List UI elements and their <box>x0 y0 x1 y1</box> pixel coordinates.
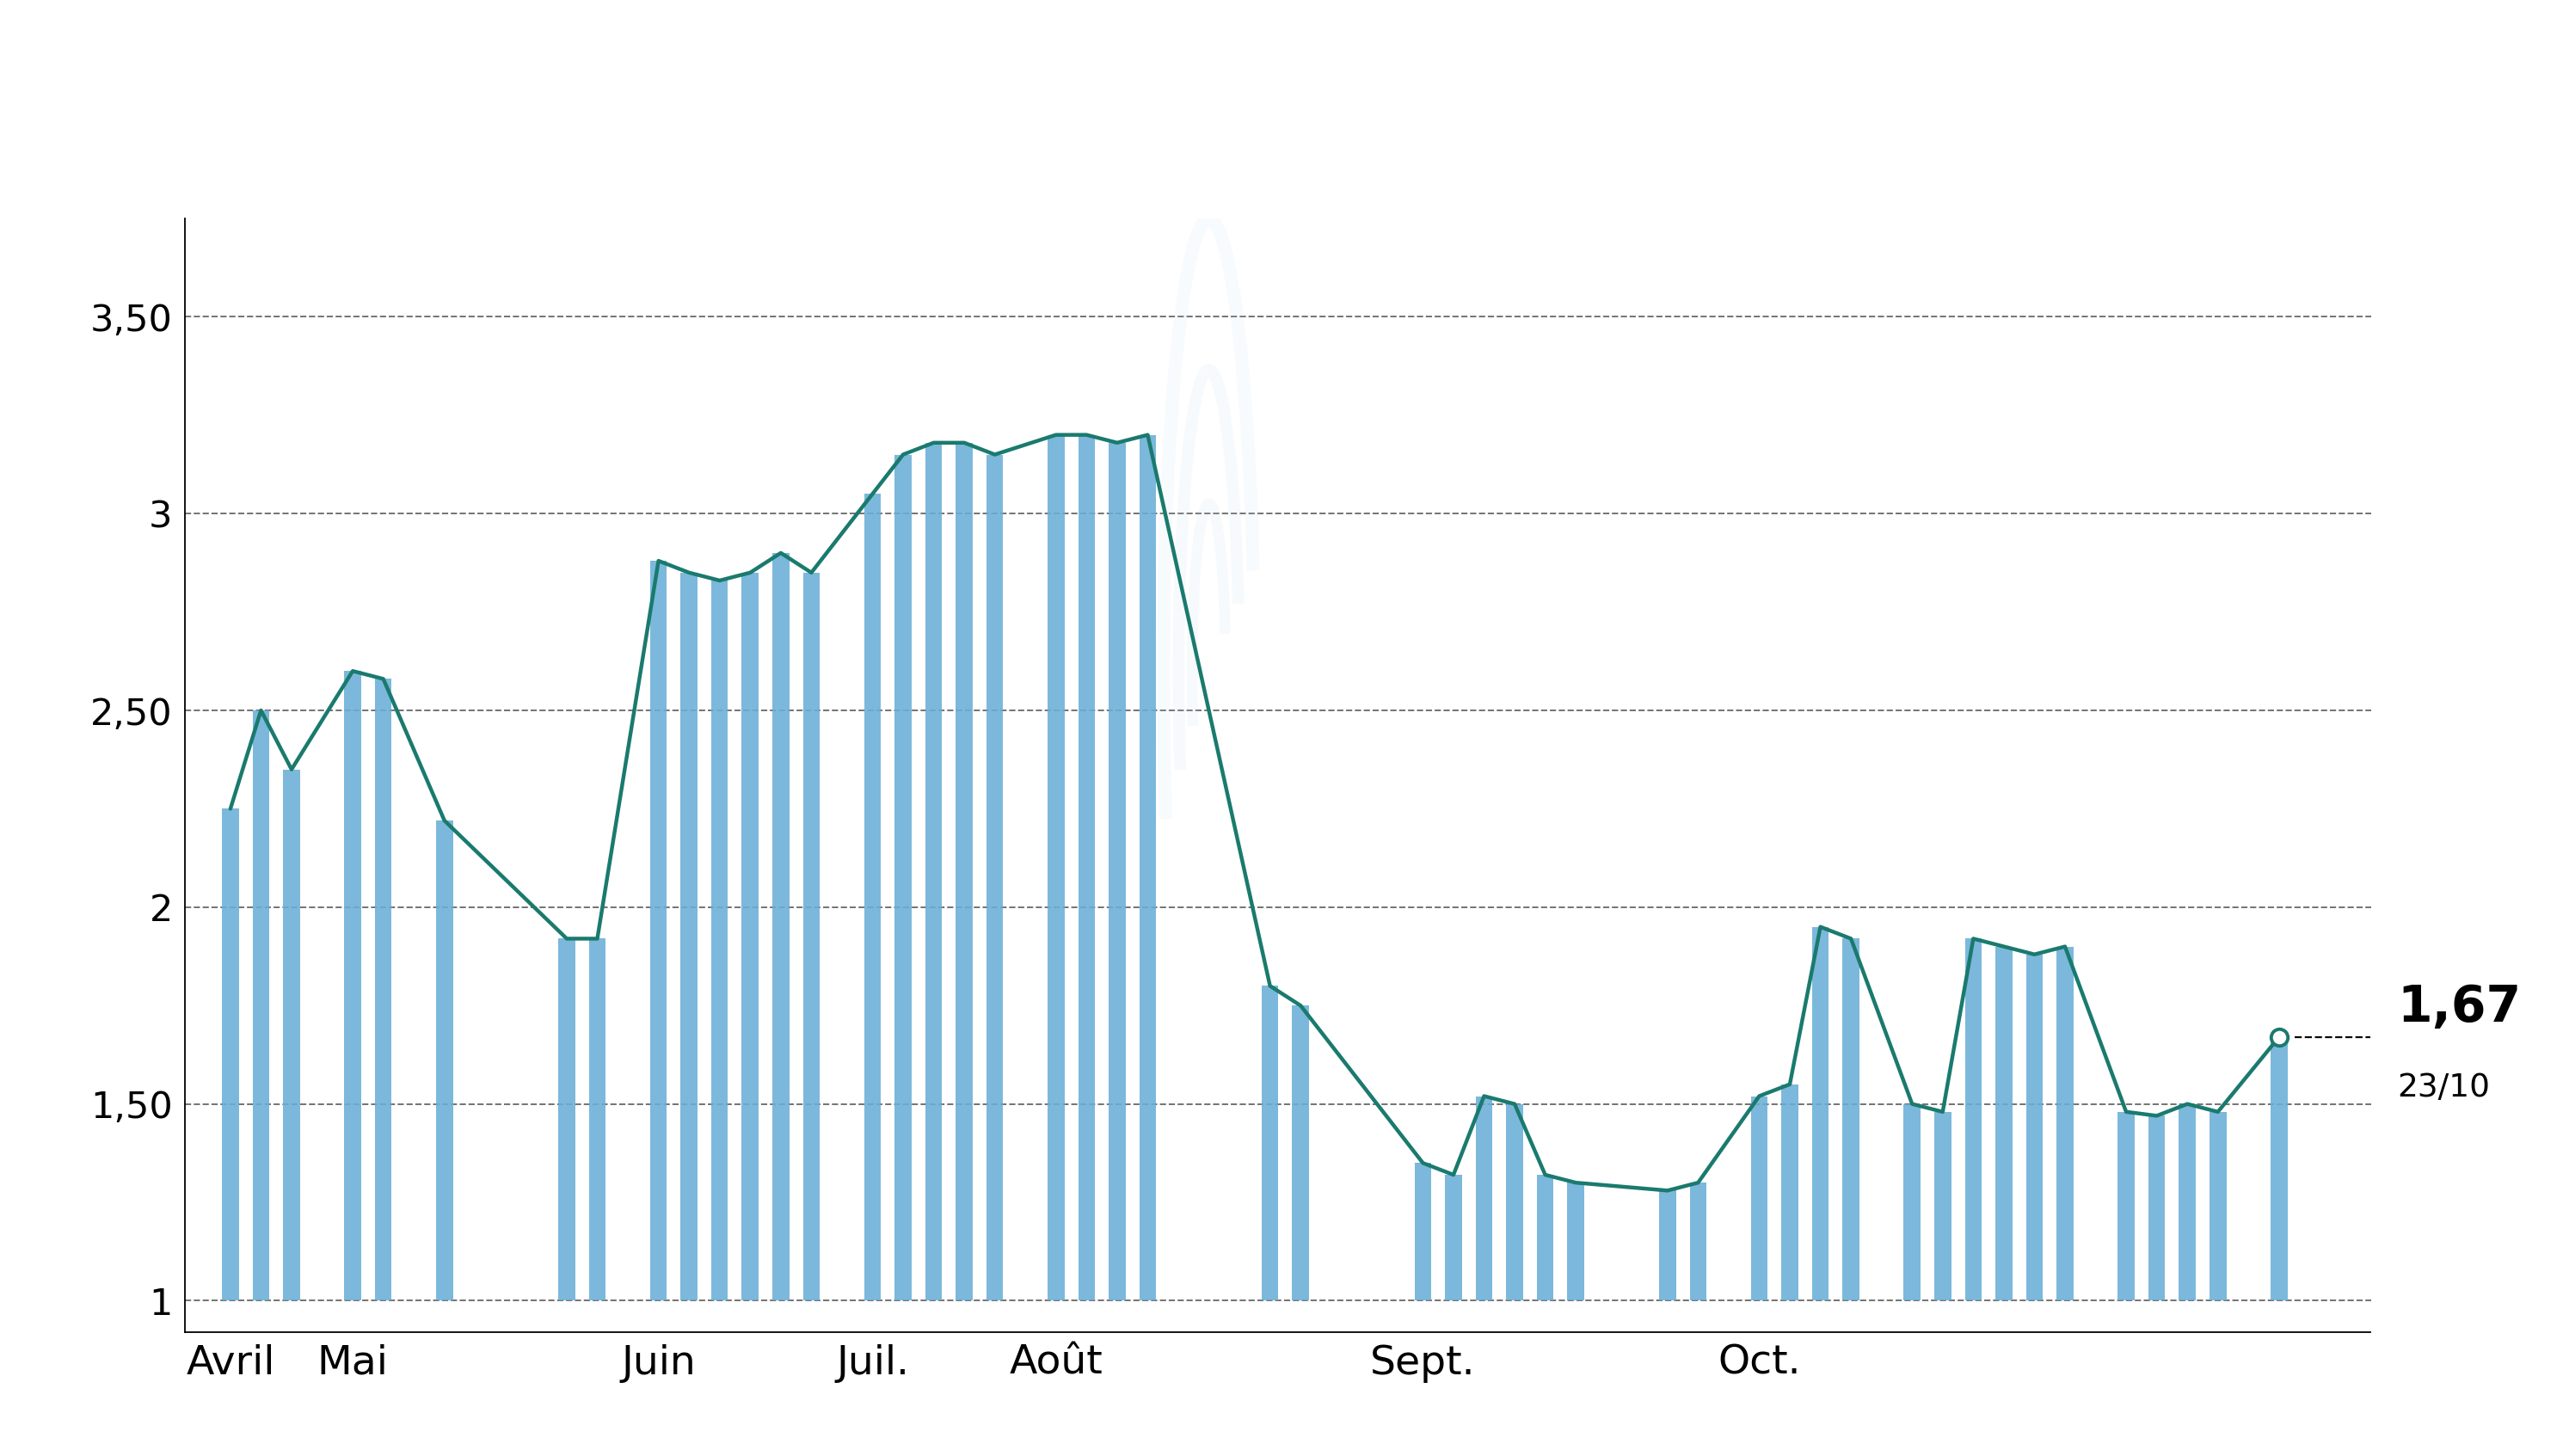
Bar <box>2209 1112 2227 1300</box>
Bar <box>1476 1096 1492 1300</box>
Text: 23/10: 23/10 <box>2396 1073 2489 1104</box>
Bar <box>987 454 1002 1300</box>
Bar <box>1569 1182 1584 1300</box>
Bar <box>2025 954 2043 1300</box>
Bar <box>282 769 300 1300</box>
Bar <box>1904 1104 1920 1300</box>
Bar <box>1261 986 1279 1300</box>
Bar <box>864 494 882 1300</box>
Bar <box>925 443 943 1300</box>
Bar <box>1997 946 2012 1300</box>
Bar <box>682 572 697 1300</box>
Bar <box>651 561 666 1300</box>
Bar <box>1292 1006 1310 1300</box>
Bar <box>1446 1175 1461 1300</box>
Bar <box>1507 1104 1522 1300</box>
Bar <box>374 678 392 1300</box>
Bar <box>2179 1104 2196 1300</box>
Bar <box>559 939 574 1300</box>
Bar <box>1079 435 1094 1300</box>
Bar <box>2148 1115 2166 1300</box>
Bar <box>1812 927 1830 1300</box>
Bar <box>343 671 361 1300</box>
Bar <box>894 454 912 1300</box>
Bar <box>956 443 971 1300</box>
Bar <box>802 572 820 1300</box>
Bar <box>1751 1096 1768 1300</box>
Bar <box>2271 1037 2286 1300</box>
Bar <box>771 553 789 1300</box>
Bar <box>2056 946 2073 1300</box>
Bar <box>741 572 759 1300</box>
Bar <box>1935 1112 1950 1300</box>
Bar <box>1141 435 1156 1300</box>
Bar <box>1781 1085 1799 1300</box>
Bar <box>1415 1163 1430 1300</box>
Bar <box>710 581 728 1300</box>
Bar <box>1966 939 1981 1300</box>
Bar <box>1110 443 1125 1300</box>
Bar <box>1658 1191 1676 1300</box>
Text: 1,67: 1,67 <box>2396 983 2522 1032</box>
Bar <box>1048 435 1064 1300</box>
Bar <box>1538 1175 1553 1300</box>
Bar <box>1689 1182 1707 1300</box>
Bar <box>436 821 454 1300</box>
Bar <box>1843 939 1858 1300</box>
Bar <box>589 939 605 1300</box>
Bar <box>2117 1112 2135 1300</box>
Bar <box>254 711 269 1300</box>
Text: UMALIS GROUP: UMALIS GROUP <box>889 32 1674 121</box>
Bar <box>223 808 238 1300</box>
